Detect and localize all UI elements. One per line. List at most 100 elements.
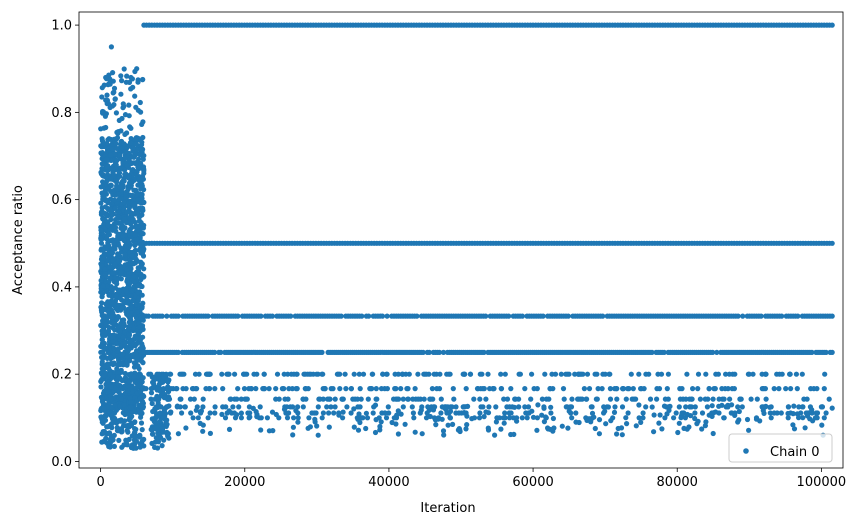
data-point	[164, 430, 170, 437]
data-point	[790, 411, 796, 417]
data-point	[128, 399, 134, 405]
data-point	[129, 167, 135, 173]
data-point	[153, 425, 159, 431]
data-point	[794, 386, 800, 392]
data-point	[779, 313, 785, 319]
data-point	[436, 386, 443, 392]
data-point	[649, 404, 655, 410]
data-point	[190, 415, 196, 421]
data-point	[107, 439, 114, 445]
data-point	[320, 396, 326, 402]
data-point	[128, 221, 134, 227]
data-point	[295, 419, 301, 425]
data-point	[116, 196, 122, 202]
data-point	[173, 386, 179, 392]
data-point	[104, 424, 110, 430]
data-point	[153, 404, 159, 410]
data-point	[128, 136, 134, 142]
data-point	[398, 386, 404, 392]
data-point	[118, 269, 124, 275]
data-point	[431, 371, 437, 377]
data-point	[153, 435, 159, 441]
data-point	[550, 386, 556, 392]
data-point	[128, 422, 134, 428]
data-point	[365, 396, 371, 402]
data-point	[768, 415, 774, 421]
data-point	[238, 415, 244, 421]
data-point	[655, 371, 661, 377]
data-point	[138, 420, 145, 426]
data-point	[106, 430, 113, 436]
data-point	[108, 354, 114, 360]
data-point	[383, 415, 390, 421]
data-point	[771, 386, 777, 392]
data-point	[343, 386, 349, 392]
data-point	[101, 429, 107, 435]
data-point	[595, 386, 601, 392]
data-point	[354, 396, 361, 402]
data-point	[550, 415, 557, 422]
data-point	[351, 371, 357, 377]
data-point	[829, 240, 835, 246]
data-point	[620, 386, 626, 392]
data-point	[121, 199, 127, 206]
data-point	[290, 404, 296, 410]
x-axis-label: Iteration	[420, 501, 475, 516]
data-point	[589, 404, 595, 410]
data-point	[105, 363, 111, 369]
data-point	[303, 396, 309, 402]
data-point	[534, 415, 541, 421]
data-point	[139, 77, 146, 83]
y-tick-label: 1.0	[51, 19, 72, 34]
data-point	[118, 276, 124, 282]
data-point	[122, 167, 128, 173]
data-point	[640, 415, 646, 421]
data-point	[118, 91, 124, 97]
data-point	[113, 220, 119, 226]
data-point	[127, 140, 134, 146]
data-point	[247, 414, 253, 420]
data-point	[122, 251, 128, 258]
data-point	[481, 349, 487, 355]
data-point	[548, 404, 554, 410]
data-point	[579, 396, 585, 402]
data-point	[576, 419, 582, 426]
data-point	[809, 349, 815, 355]
data-point	[103, 273, 109, 279]
data-point	[139, 193, 145, 199]
data-point	[150, 431, 156, 437]
data-point	[175, 349, 181, 355]
data-point	[106, 232, 112, 238]
data-point	[121, 402, 127, 408]
data-point	[111, 85, 118, 91]
data-point	[123, 189, 129, 196]
data-point	[104, 164, 110, 170]
data-point	[569, 396, 575, 402]
data-point	[729, 402, 735, 408]
data-point	[112, 285, 118, 291]
data-point	[476, 415, 483, 421]
data-point	[560, 386, 567, 392]
data-point	[522, 386, 528, 392]
data-point	[641, 386, 647, 392]
data-point	[498, 386, 505, 392]
data-point	[107, 81, 113, 87]
data-point	[273, 386, 279, 392]
data-point	[148, 396, 154, 402]
data-point	[445, 422, 451, 428]
data-point	[676, 404, 682, 410]
data-point	[829, 22, 835, 28]
data-point	[102, 346, 108, 352]
data-point	[593, 396, 600, 402]
data-point	[191, 396, 197, 402]
data-point	[121, 66, 127, 72]
data-point	[120, 334, 126, 340]
data-point	[135, 298, 141, 304]
data-point	[603, 421, 609, 427]
data-point	[99, 394, 105, 401]
data-point	[126, 180, 133, 186]
data-point	[136, 247, 142, 253]
data-point	[328, 404, 334, 410]
data-point	[561, 396, 567, 402]
data-point	[800, 415, 806, 421]
